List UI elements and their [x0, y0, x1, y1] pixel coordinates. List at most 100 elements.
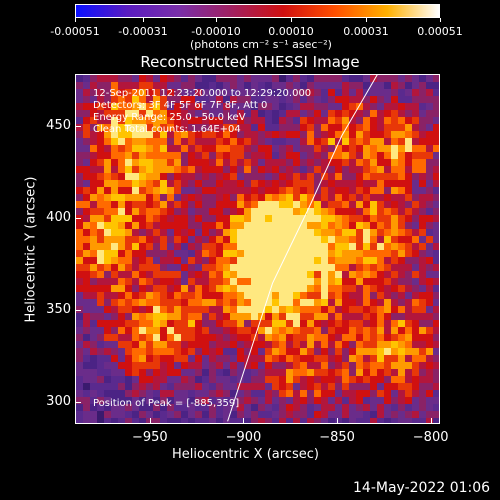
heatmap-cell: [76, 103, 84, 111]
heatmap-cell: [104, 320, 112, 328]
heatmap-cell: [174, 180, 182, 188]
heatmap-cell: [104, 229, 112, 237]
heatmap-cell: [349, 397, 357, 405]
heatmap-cell: [391, 152, 399, 160]
heatmap-cell: [363, 341, 371, 349]
heatmap-cell: [174, 75, 182, 83]
heatmap-cell: [426, 222, 434, 230]
heatmap-cell: [272, 89, 280, 97]
heatmap-cell: [76, 390, 84, 398]
heatmap-cell: [111, 194, 119, 202]
heatmap-cell: [146, 103, 154, 111]
heatmap-cell: [328, 327, 336, 335]
heatmap-cell: [419, 250, 427, 258]
heatmap-cell: [188, 313, 196, 321]
heatmap-cell: [167, 327, 175, 335]
heatmap-cell: [118, 243, 126, 251]
heatmap-cell: [300, 208, 308, 216]
heatmap-cell: [160, 348, 168, 356]
heatmap-cell: [363, 327, 371, 335]
heatmap-cell: [258, 362, 266, 370]
heatmap-cell: [90, 271, 98, 279]
heatmap-cell: [321, 166, 329, 174]
heatmap-cell: [314, 334, 322, 342]
heatmap-cell: [132, 173, 140, 181]
heatmap-cell: [342, 201, 350, 209]
heatmap-cell: [356, 341, 364, 349]
heatmap-cell: [314, 180, 322, 188]
heatmap-cell: [391, 124, 399, 132]
heatmap-cell: [307, 145, 315, 153]
heatmap-cell: [279, 250, 287, 258]
heatmap-cell: [258, 299, 266, 307]
heatmap-cell: [174, 383, 182, 391]
heatmap-cell: [258, 236, 266, 244]
heatmap-cell: [384, 348, 392, 356]
heatmap-cell: [370, 243, 378, 251]
heatmap-cell: [216, 173, 224, 181]
heatmap-cell: [237, 187, 245, 195]
heatmap-cell: [216, 376, 224, 384]
heatmap-cell: [111, 229, 119, 237]
heatmap-cell: [342, 390, 350, 398]
heatmap-cell: [279, 201, 287, 209]
heatmap-cell: [111, 89, 119, 97]
heatmap-cell: [370, 229, 378, 237]
heatmap-cell: [314, 313, 322, 321]
heatmap-cell: [412, 89, 420, 97]
heatmap-cell: [216, 362, 224, 370]
heatmap-cell: [377, 208, 385, 216]
heatmap-cell: [237, 306, 245, 314]
heatmap-cell: [111, 369, 119, 377]
heatmap-cell: [195, 299, 203, 307]
heatmap-cell: [251, 89, 259, 97]
heatmap-cell: [412, 257, 420, 265]
heatmap-cell: [398, 264, 406, 272]
heatmap-cell: [314, 320, 322, 328]
heatmap-cell: [90, 187, 98, 195]
heatmap-cell: [426, 236, 434, 244]
heatmap-cell: [342, 96, 350, 104]
heatmap-cell: [265, 89, 273, 97]
heatmap-cell: [377, 75, 385, 83]
heatmap-cell: [314, 82, 322, 90]
heatmap-cell: [111, 180, 119, 188]
heatmap-cell: [398, 138, 406, 146]
heatmap-cell: [293, 145, 301, 153]
heatmap-cell: [272, 397, 280, 405]
heatmap-cell: [384, 236, 392, 244]
heatmap-cell: [111, 285, 119, 293]
heatmap-cell: [286, 313, 294, 321]
heatmap-cell: [76, 173, 84, 181]
heatmap-cell: [377, 138, 385, 146]
heatmap-cell: [314, 250, 322, 258]
heatmap-cell: [216, 96, 224, 104]
heatmap-cell: [314, 145, 322, 153]
heatmap-cell: [244, 222, 252, 230]
heatmap-cell: [216, 390, 224, 398]
heatmap-cell: [237, 194, 245, 202]
heatmap-cell: [216, 236, 224, 244]
heatmap-cell: [118, 194, 126, 202]
heatmap-cell: [258, 75, 266, 83]
heatmap-cell: [97, 103, 105, 111]
colorbar: [75, 4, 440, 18]
heatmap-cell: [90, 313, 98, 321]
heatmap-cell: [335, 327, 343, 335]
heatmap-cell: [433, 215, 439, 223]
heatmap-cell: [349, 411, 357, 419]
heatmap-cell: [83, 152, 91, 160]
heatmap-cell: [328, 124, 336, 132]
heatmap-cell: [300, 229, 308, 237]
heatmap-cell: [398, 82, 406, 90]
heatmap-cell: [216, 117, 224, 125]
heatmap-cell: [363, 397, 371, 405]
heatmap-cell: [377, 278, 385, 286]
heatmap-cell: [258, 145, 266, 153]
heatmap-cell: [419, 278, 427, 286]
heatmap-cell: [83, 292, 91, 300]
heatmap-cell: [139, 313, 147, 321]
heatmap-cell: [384, 355, 392, 363]
heatmap-cell: [419, 201, 427, 209]
heatmap-cell: [209, 117, 217, 125]
